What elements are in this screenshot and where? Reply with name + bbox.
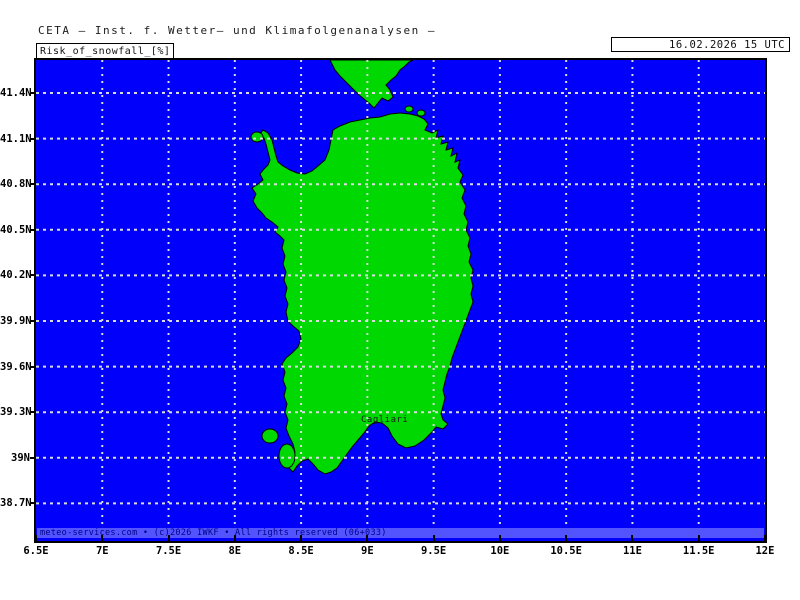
y-axis-tick xyxy=(30,274,36,277)
y-axis-label: 41.1N xyxy=(0,132,32,145)
watermark-text: meteo-services.com • (c)2026 IWKF • All … xyxy=(40,528,387,538)
x-axis-label: 11.5E xyxy=(682,545,715,557)
x-axis-tick xyxy=(35,535,37,543)
x-axis-tick xyxy=(498,535,501,543)
institute-header: CETA — Inst. f. Wetter— und Klimafolgena… xyxy=(38,24,437,37)
y-axis-label: 38.7N xyxy=(0,497,32,510)
x-axis-label: 6.5E xyxy=(23,545,49,557)
san-pietro-island xyxy=(261,428,279,444)
datetime-box: 16.02.2026 15 UTC xyxy=(611,37,790,52)
y-axis-label: 39N xyxy=(11,451,30,464)
y-axis-label: 40.2N xyxy=(0,269,32,282)
x-axis-label: 10.5E xyxy=(550,545,582,557)
corsica-landmass xyxy=(329,60,414,109)
caprera-island xyxy=(416,109,426,117)
y-axis-tick xyxy=(30,456,36,459)
y-axis-tick xyxy=(30,320,36,322)
y-axis-tick xyxy=(30,183,36,186)
y-axis-label: 40.8N xyxy=(0,178,32,191)
y-axis-label: 39.3N xyxy=(0,406,32,419)
y-axis-tick xyxy=(30,92,36,94)
y-axis-tick xyxy=(30,411,36,414)
x-axis-tick xyxy=(101,535,104,543)
x-axis-tick xyxy=(366,535,369,543)
city-label-cagliari: Cagliari xyxy=(361,415,409,425)
sant-antioco-island xyxy=(278,443,296,469)
y-axis-label: 39.6N xyxy=(0,360,32,373)
x-axis-tick xyxy=(300,535,303,543)
x-axis-tick xyxy=(631,535,634,543)
watermark-strip: meteo-services.com • (c)2026 IWKF • All … xyxy=(37,528,764,538)
x-axis-label: 8E xyxy=(228,545,242,557)
x-axis-label: 7E xyxy=(95,545,109,557)
x-axis-tick xyxy=(432,535,435,543)
y-axis-tick xyxy=(30,137,36,140)
map-svg xyxy=(36,60,765,541)
y-axis-label: 40.5N xyxy=(0,223,32,236)
maddalena-island xyxy=(404,105,414,113)
sardinia-landmass xyxy=(251,112,474,475)
map-area: meteo-services.com • (c)2026 IWKF • All … xyxy=(34,58,767,543)
x-axis-label: 9.5E xyxy=(420,545,447,557)
x-axis-tick xyxy=(167,535,170,543)
x-axis-tick xyxy=(565,535,568,543)
x-axis-label: 7.5E xyxy=(155,545,182,557)
x-axis-label: 8.5E xyxy=(288,545,314,557)
y-axis-label: 39.9N xyxy=(0,315,32,327)
datetime-label: 16.02.2026 15 UTC xyxy=(669,38,785,51)
x-axis-tick xyxy=(233,535,236,543)
x-axis-label: 10E xyxy=(490,545,510,557)
y-axis-label: 41.4N xyxy=(0,87,32,99)
y-axis-tick xyxy=(30,365,36,368)
x-axis-tick xyxy=(697,535,700,543)
gridlines xyxy=(36,60,765,541)
x-axis-label: 9E xyxy=(361,545,374,557)
x-axis-label: 12E xyxy=(755,545,775,557)
parameter-title-box: Risk_of_snowfall_[%] xyxy=(36,43,175,59)
y-axis-tick xyxy=(30,228,36,231)
x-axis-tick xyxy=(763,535,766,543)
x-axis-label: 11E xyxy=(622,545,642,557)
parameter-title: Risk_of_snowfall_[%] xyxy=(40,45,171,57)
y-axis-tick xyxy=(30,502,36,505)
asinara-island xyxy=(250,131,264,143)
